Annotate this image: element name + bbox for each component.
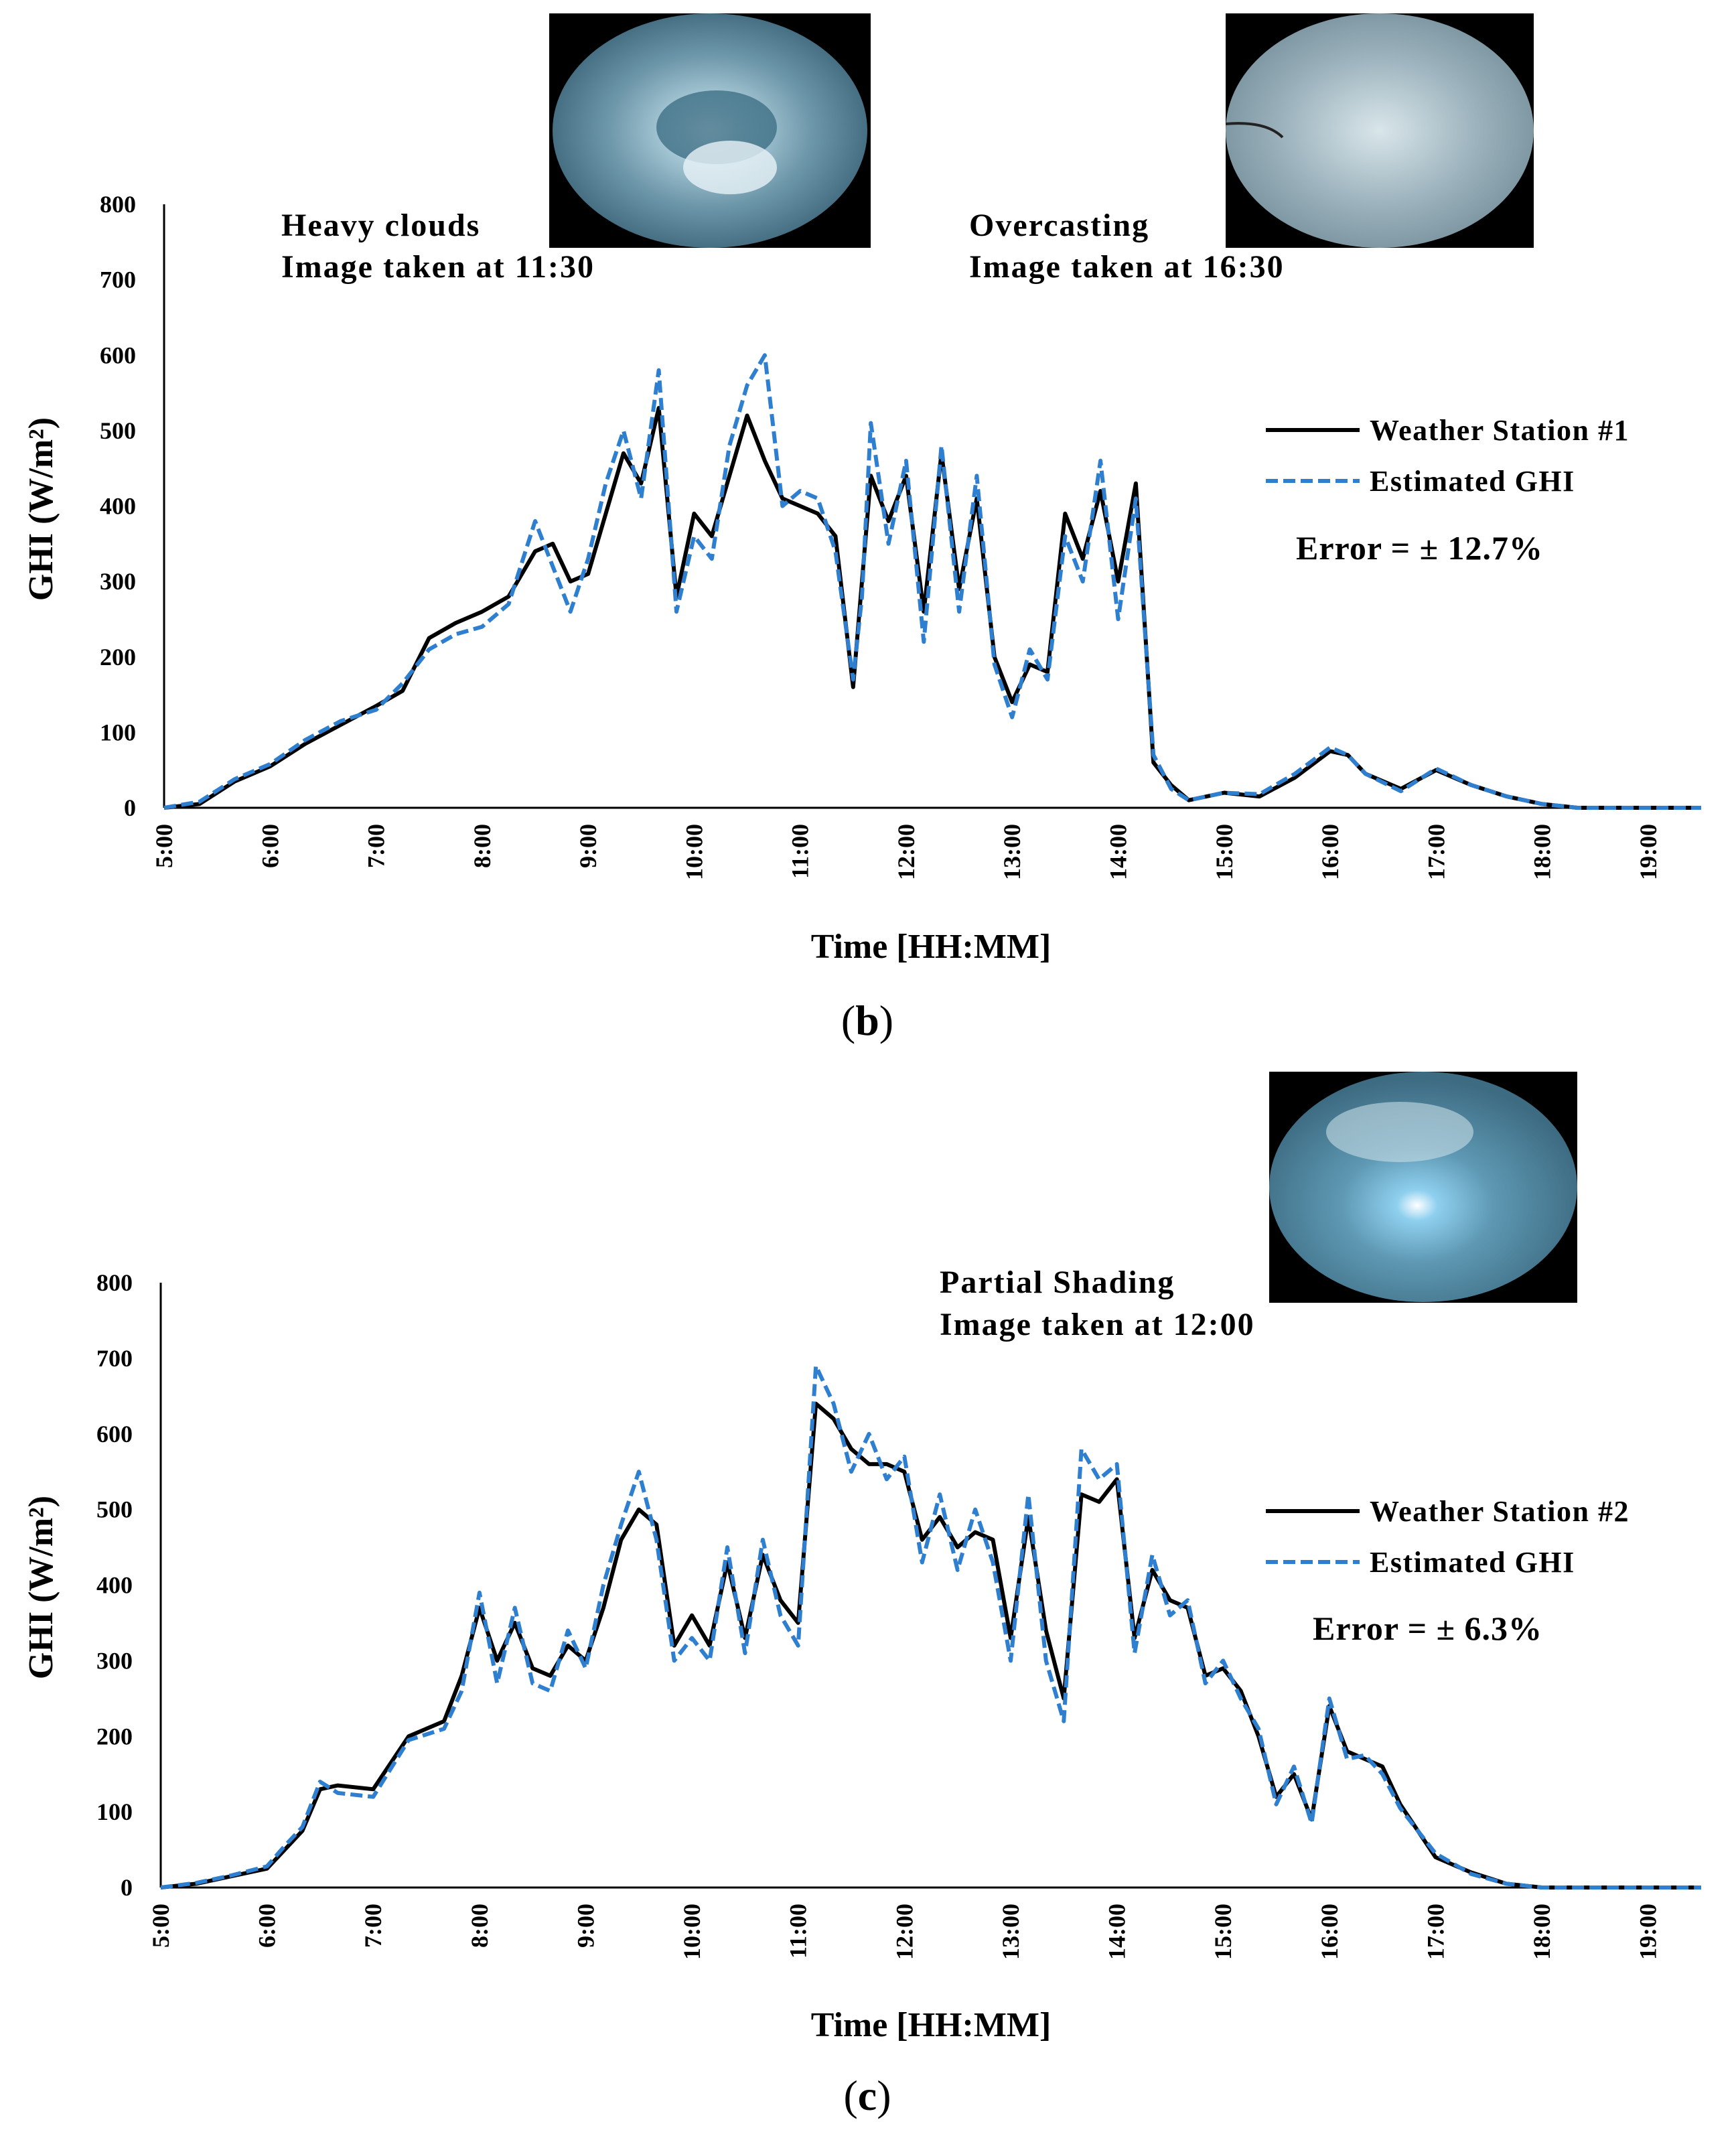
- x-ticks-b: 5:00 6:00 7:00 8:00 9:00 10:00 11:00 12:00 13:00…: [151, 824, 1662, 880]
- y-tick-label: 700: [96, 1345, 133, 1372]
- x-tick-label: 6:00: [254, 1904, 281, 1948]
- annotation-c-1-line1: Partial Shading: [940, 1265, 1175, 1300]
- annotation-b-1-line2: Image taken at 11:30: [281, 249, 595, 285]
- x-tick-label: 12:00: [891, 1904, 918, 1960]
- x-tick-label: 19:00: [1635, 1904, 1662, 1960]
- x-tick-label: 14:00: [1104, 1904, 1131, 1960]
- x-tick-label: 16:00: [1317, 824, 1344, 880]
- y-tick-label: 100: [100, 719, 136, 745]
- y-tick-label: 300: [96, 1647, 133, 1674]
- x-axis-title-b: Time [HH:MM]: [811, 928, 1052, 966]
- panel-letter-c: c: [858, 2072, 877, 2119]
- x-tick-label: 5:00: [147, 1904, 174, 1948]
- y-tick-label: 600: [96, 1421, 133, 1447]
- x-tick-label: 17:00: [1422, 1904, 1449, 1960]
- x-tick-label: 15:00: [1211, 824, 1238, 880]
- x-tick-label: 16:00: [1316, 1904, 1343, 1960]
- x-tick-label: 7:00: [360, 1904, 386, 1948]
- x-tick-label: 9:00: [572, 1904, 599, 1948]
- y-tick-label: 0: [124, 794, 136, 821]
- y-ticks-c: 0 100 200 300 400 500 600 700 800: [96, 1269, 133, 1901]
- x-tick-label: 10:00: [680, 824, 707, 880]
- partial-shading-sky-image: [1269, 1072, 1577, 1303]
- y-tick-label: 0: [121, 1874, 133, 1901]
- x-axis-title-c: Time [HH:MM]: [811, 2006, 1052, 2044]
- y-tick-label: 200: [96, 1723, 133, 1750]
- x-tick-label: 11:00: [785, 1904, 812, 1959]
- series-line-weather-station-1: [163, 406, 1701, 810]
- y-tick-label: 600: [100, 342, 136, 368]
- legend-c: Weather Station #2 Estimated GHI: [1266, 1495, 1630, 1579]
- x-tick-label: 6:00: [257, 824, 283, 868]
- x-tick-label: 13:00: [999, 824, 1025, 880]
- x-tick-label: 13:00: [997, 1904, 1024, 1960]
- overcast-sky-image: [1225, 13, 1534, 248]
- heavy-clouds-sky-image: [549, 13, 871, 248]
- x-tick-label: 11:00: [787, 824, 814, 879]
- legend-label-estimated-c: Estimated GHI: [1370, 1546, 1575, 1579]
- x-tick-label: 7:00: [363, 824, 390, 868]
- y-ticks-b: 0 100 200 300 400 500 600 700 800: [100, 191, 136, 821]
- error-label-c: Error = ± 6.3%: [1313, 1610, 1542, 1647]
- panel-label-c: (c): [843, 2072, 891, 2119]
- series-line-estimated-ghi-b: [163, 353, 1701, 810]
- y-tick-label: 300: [100, 568, 136, 595]
- legend-label-station-1: Weather Station #1: [1370, 414, 1630, 447]
- panel-label-b: (b): [841, 997, 893, 1044]
- annotation-b-1-line1: Heavy clouds: [281, 208, 480, 243]
- x-tick-label: 12:00: [893, 824, 920, 880]
- y-tick-label: 100: [96, 1798, 133, 1825]
- x-tick-label: 8:00: [466, 1904, 493, 1948]
- panel-letter-b: b: [855, 997, 879, 1044]
- y-axis-title-b: GHI (W/m²): [22, 417, 60, 601]
- x-tick-label: 17:00: [1423, 824, 1449, 880]
- x-tick-label: 15:00: [1210, 1904, 1236, 1960]
- y-tick-label: 200: [100, 644, 136, 670]
- y-tick-label: 400: [100, 493, 136, 520]
- error-label-b: Error = ± 12.7%: [1296, 529, 1543, 567]
- x-tick-label: 10:00: [678, 1904, 705, 1960]
- y-tick-label: 800: [100, 191, 136, 218]
- y-axis-title-c: GHI (W/m²): [22, 1496, 60, 1679]
- x-tick-label: 5:00: [151, 824, 177, 868]
- annotation-b-2-line2: Image taken at 16:30: [969, 249, 1285, 285]
- x-ticks-c: 5:00 6:00 7:00 8:00 9:00 10:00 11:00 12:00 13:00…: [147, 1904, 1662, 1960]
- x-tick-label: 19:00: [1635, 824, 1662, 880]
- legend-label-station-2: Weather Station #2: [1370, 1495, 1630, 1528]
- y-tick-label: 700: [100, 267, 136, 293]
- x-tick-label: 14:00: [1104, 824, 1131, 880]
- x-tick-label: 9:00: [575, 824, 601, 868]
- y-tick-label: 500: [96, 1496, 133, 1523]
- chart-b: Heavy clouds Image taken at 11:30 Overca…: [22, 13, 1701, 1044]
- x-tick-label: 18:00: [1529, 824, 1556, 880]
- y-tick-label: 400: [96, 1572, 133, 1599]
- y-tick-label: 500: [100, 417, 136, 444]
- x-tick-label: 8:00: [469, 824, 496, 868]
- series-line-estimated-ghi-c: [160, 1364, 1701, 1890]
- legend-label-estimated-b: Estimated GHI: [1370, 465, 1575, 498]
- annotation-b-2-line1: Overcasting: [969, 208, 1149, 243]
- chart-c: Partial Shading Image taken at 12:00 0 10…: [22, 1072, 1701, 2119]
- x-tick-label: 18:00: [1528, 1904, 1555, 1960]
- legend-b: Weather Station #1 Estimated GHI: [1266, 414, 1630, 498]
- annotation-c-1-line2: Image taken at 12:00: [940, 1307, 1255, 1342]
- y-tick-label: 800: [96, 1269, 133, 1296]
